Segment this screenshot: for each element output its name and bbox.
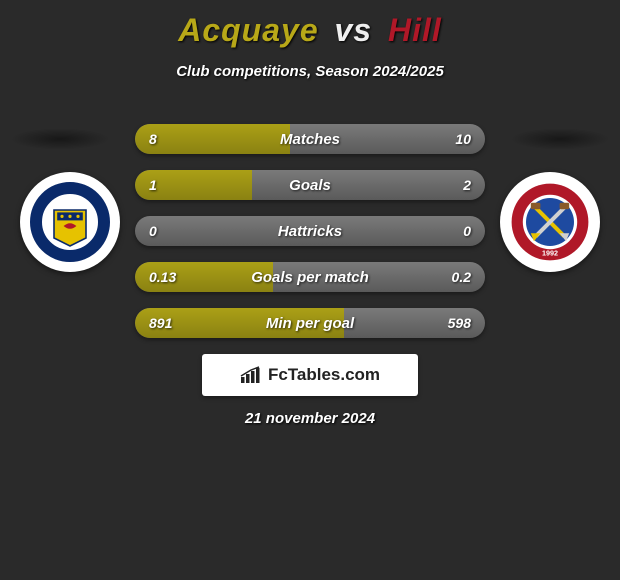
stat-label: Goals [135,170,485,200]
chart-icon [240,366,262,384]
brand-text: FcTables.com [268,365,380,385]
crest-shadow-right [510,128,610,150]
crest-shadow-left [10,128,110,150]
page-title: Acquaye vs Hill [0,0,620,49]
dagenham-crest-icon: 1992 [510,182,590,262]
player1-name: Acquaye [178,12,318,48]
tamworth-crest-icon [30,182,110,262]
stat-label: Goals per match [135,262,485,292]
player2-name: Hill [388,12,442,48]
subtitle: Club competitions, Season 2024/2025 [0,63,620,80]
stat-label: Min per goal [135,308,485,338]
stat-row: 810Matches [135,124,485,154]
stat-label: Matches [135,124,485,154]
brand-box: FcTables.com [202,354,418,396]
comparison-infographic: Acquaye vs Hill Club competitions, Seaso… [0,0,620,580]
stat-row: 891598Min per goal [135,308,485,338]
date-text: 21 november 2024 [0,410,620,427]
stat-row: 00Hattricks [135,216,485,246]
svg-text:1992: 1992 [542,249,558,258]
stat-row: 12Goals [135,170,485,200]
vs-text: vs [335,12,373,48]
stat-row: 0.130.2Goals per match [135,262,485,292]
stats-bars: 810Matches 12Goals 00Hattricks 0.130.2Goals… [135,124,485,354]
stat-label: Hattricks [135,216,485,246]
club-crest-right: 1992 [500,172,600,272]
club-crest-left [20,172,120,272]
